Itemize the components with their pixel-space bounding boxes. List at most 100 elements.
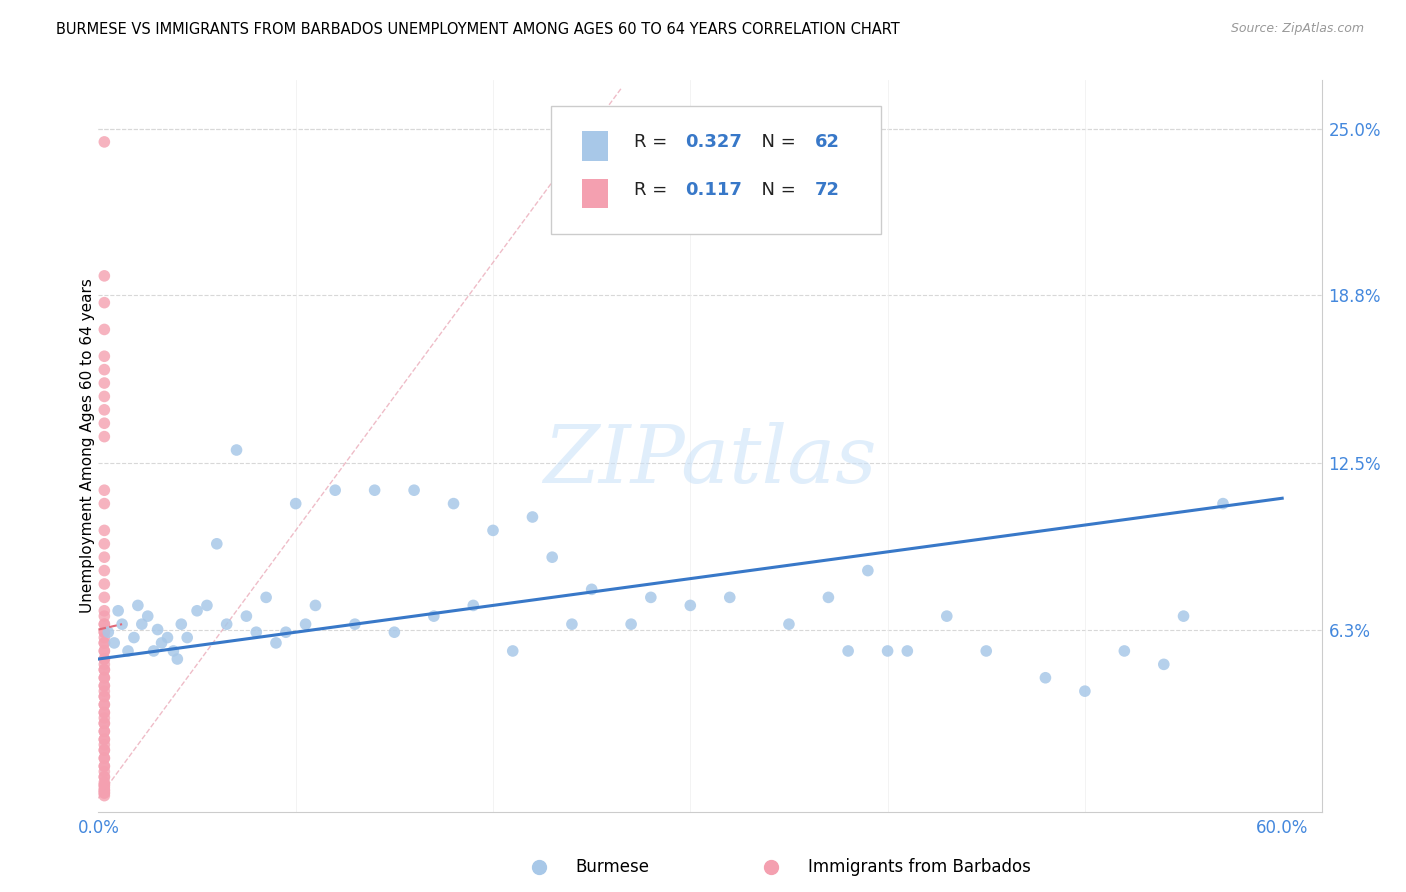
Point xyxy=(93,524,115,538)
Text: 0.117: 0.117 xyxy=(686,181,742,199)
Point xyxy=(93,497,115,511)
Point xyxy=(343,617,366,632)
Text: 0.327: 0.327 xyxy=(686,134,742,152)
Point xyxy=(245,625,267,640)
Point xyxy=(93,690,115,704)
Point xyxy=(176,631,198,645)
Point xyxy=(294,617,316,632)
Text: Immigrants from Barbados: Immigrants from Barbados xyxy=(808,857,1031,876)
Point xyxy=(93,376,115,390)
Point xyxy=(93,751,115,765)
Point xyxy=(1035,671,1057,685)
Point xyxy=(93,724,115,739)
Point xyxy=(93,429,115,443)
Point xyxy=(93,268,115,283)
FancyBboxPatch shape xyxy=(582,179,607,209)
Point xyxy=(93,617,115,632)
Point xyxy=(93,764,115,779)
Point xyxy=(93,663,115,677)
Text: N =: N = xyxy=(751,181,801,199)
Point xyxy=(463,599,485,613)
Point xyxy=(93,780,115,795)
Point xyxy=(97,625,120,640)
Point xyxy=(896,644,918,658)
Point xyxy=(205,537,228,551)
Point xyxy=(856,564,879,578)
Point xyxy=(93,698,115,712)
Point xyxy=(93,671,115,685)
Point xyxy=(107,604,129,618)
Point xyxy=(93,322,115,336)
Point xyxy=(93,716,115,731)
Text: N =: N = xyxy=(751,134,801,152)
Point xyxy=(150,636,173,650)
Point xyxy=(93,786,115,800)
Point xyxy=(93,564,115,578)
Point xyxy=(93,604,115,618)
Point xyxy=(264,636,287,650)
Point xyxy=(522,510,544,524)
Point xyxy=(679,599,702,613)
Point xyxy=(620,617,643,632)
Point xyxy=(103,636,125,650)
FancyBboxPatch shape xyxy=(582,131,607,161)
Point xyxy=(935,609,957,624)
Point xyxy=(274,625,297,640)
Point xyxy=(93,783,115,797)
Point xyxy=(93,625,115,640)
Point xyxy=(195,599,218,613)
Text: Burmese: Burmese xyxy=(575,857,650,876)
Point xyxy=(93,759,115,773)
Point xyxy=(93,483,115,498)
Point xyxy=(778,617,800,632)
Text: 62: 62 xyxy=(815,134,841,152)
Point xyxy=(974,644,997,658)
Point xyxy=(93,609,115,624)
Point xyxy=(111,617,134,632)
Point xyxy=(166,652,188,666)
Point xyxy=(117,644,139,658)
Point xyxy=(382,625,405,640)
Point xyxy=(93,550,115,565)
Text: R =: R = xyxy=(634,134,673,152)
Point xyxy=(93,625,115,640)
Point xyxy=(93,759,115,773)
Point xyxy=(443,497,465,511)
Point xyxy=(363,483,385,498)
Text: ZIPatlas: ZIPatlas xyxy=(543,422,877,500)
Point xyxy=(170,617,193,632)
Point xyxy=(1074,684,1097,698)
Point xyxy=(284,497,307,511)
Point xyxy=(93,362,115,376)
Point xyxy=(93,636,115,650)
Point xyxy=(93,778,115,792)
Point xyxy=(1153,657,1175,672)
Point xyxy=(93,652,115,666)
Text: BURMESE VS IMMIGRANTS FROM BARBADOS UNEMPLOYMENT AMONG AGES 60 TO 64 YEARS CORRE: BURMESE VS IMMIGRANTS FROM BARBADOS UNEM… xyxy=(56,22,900,37)
Point xyxy=(186,604,208,618)
Text: R =: R = xyxy=(634,181,679,199)
Point xyxy=(323,483,346,498)
Point xyxy=(561,617,583,632)
Point xyxy=(423,609,446,624)
Point xyxy=(404,483,426,498)
Point xyxy=(93,789,115,803)
Point xyxy=(93,738,115,752)
Point xyxy=(93,743,115,757)
Point xyxy=(93,751,115,765)
Text: 72: 72 xyxy=(815,181,841,199)
Point xyxy=(235,609,257,624)
Point xyxy=(502,644,524,658)
Point xyxy=(93,706,115,720)
Point xyxy=(93,706,115,720)
Point xyxy=(93,671,115,685)
Point xyxy=(640,591,662,605)
Point xyxy=(93,716,115,731)
Point xyxy=(215,617,238,632)
Point xyxy=(93,724,115,739)
Point xyxy=(93,679,115,693)
Point xyxy=(225,443,247,458)
Point xyxy=(817,591,839,605)
Point xyxy=(93,135,115,149)
Point xyxy=(482,524,505,538)
